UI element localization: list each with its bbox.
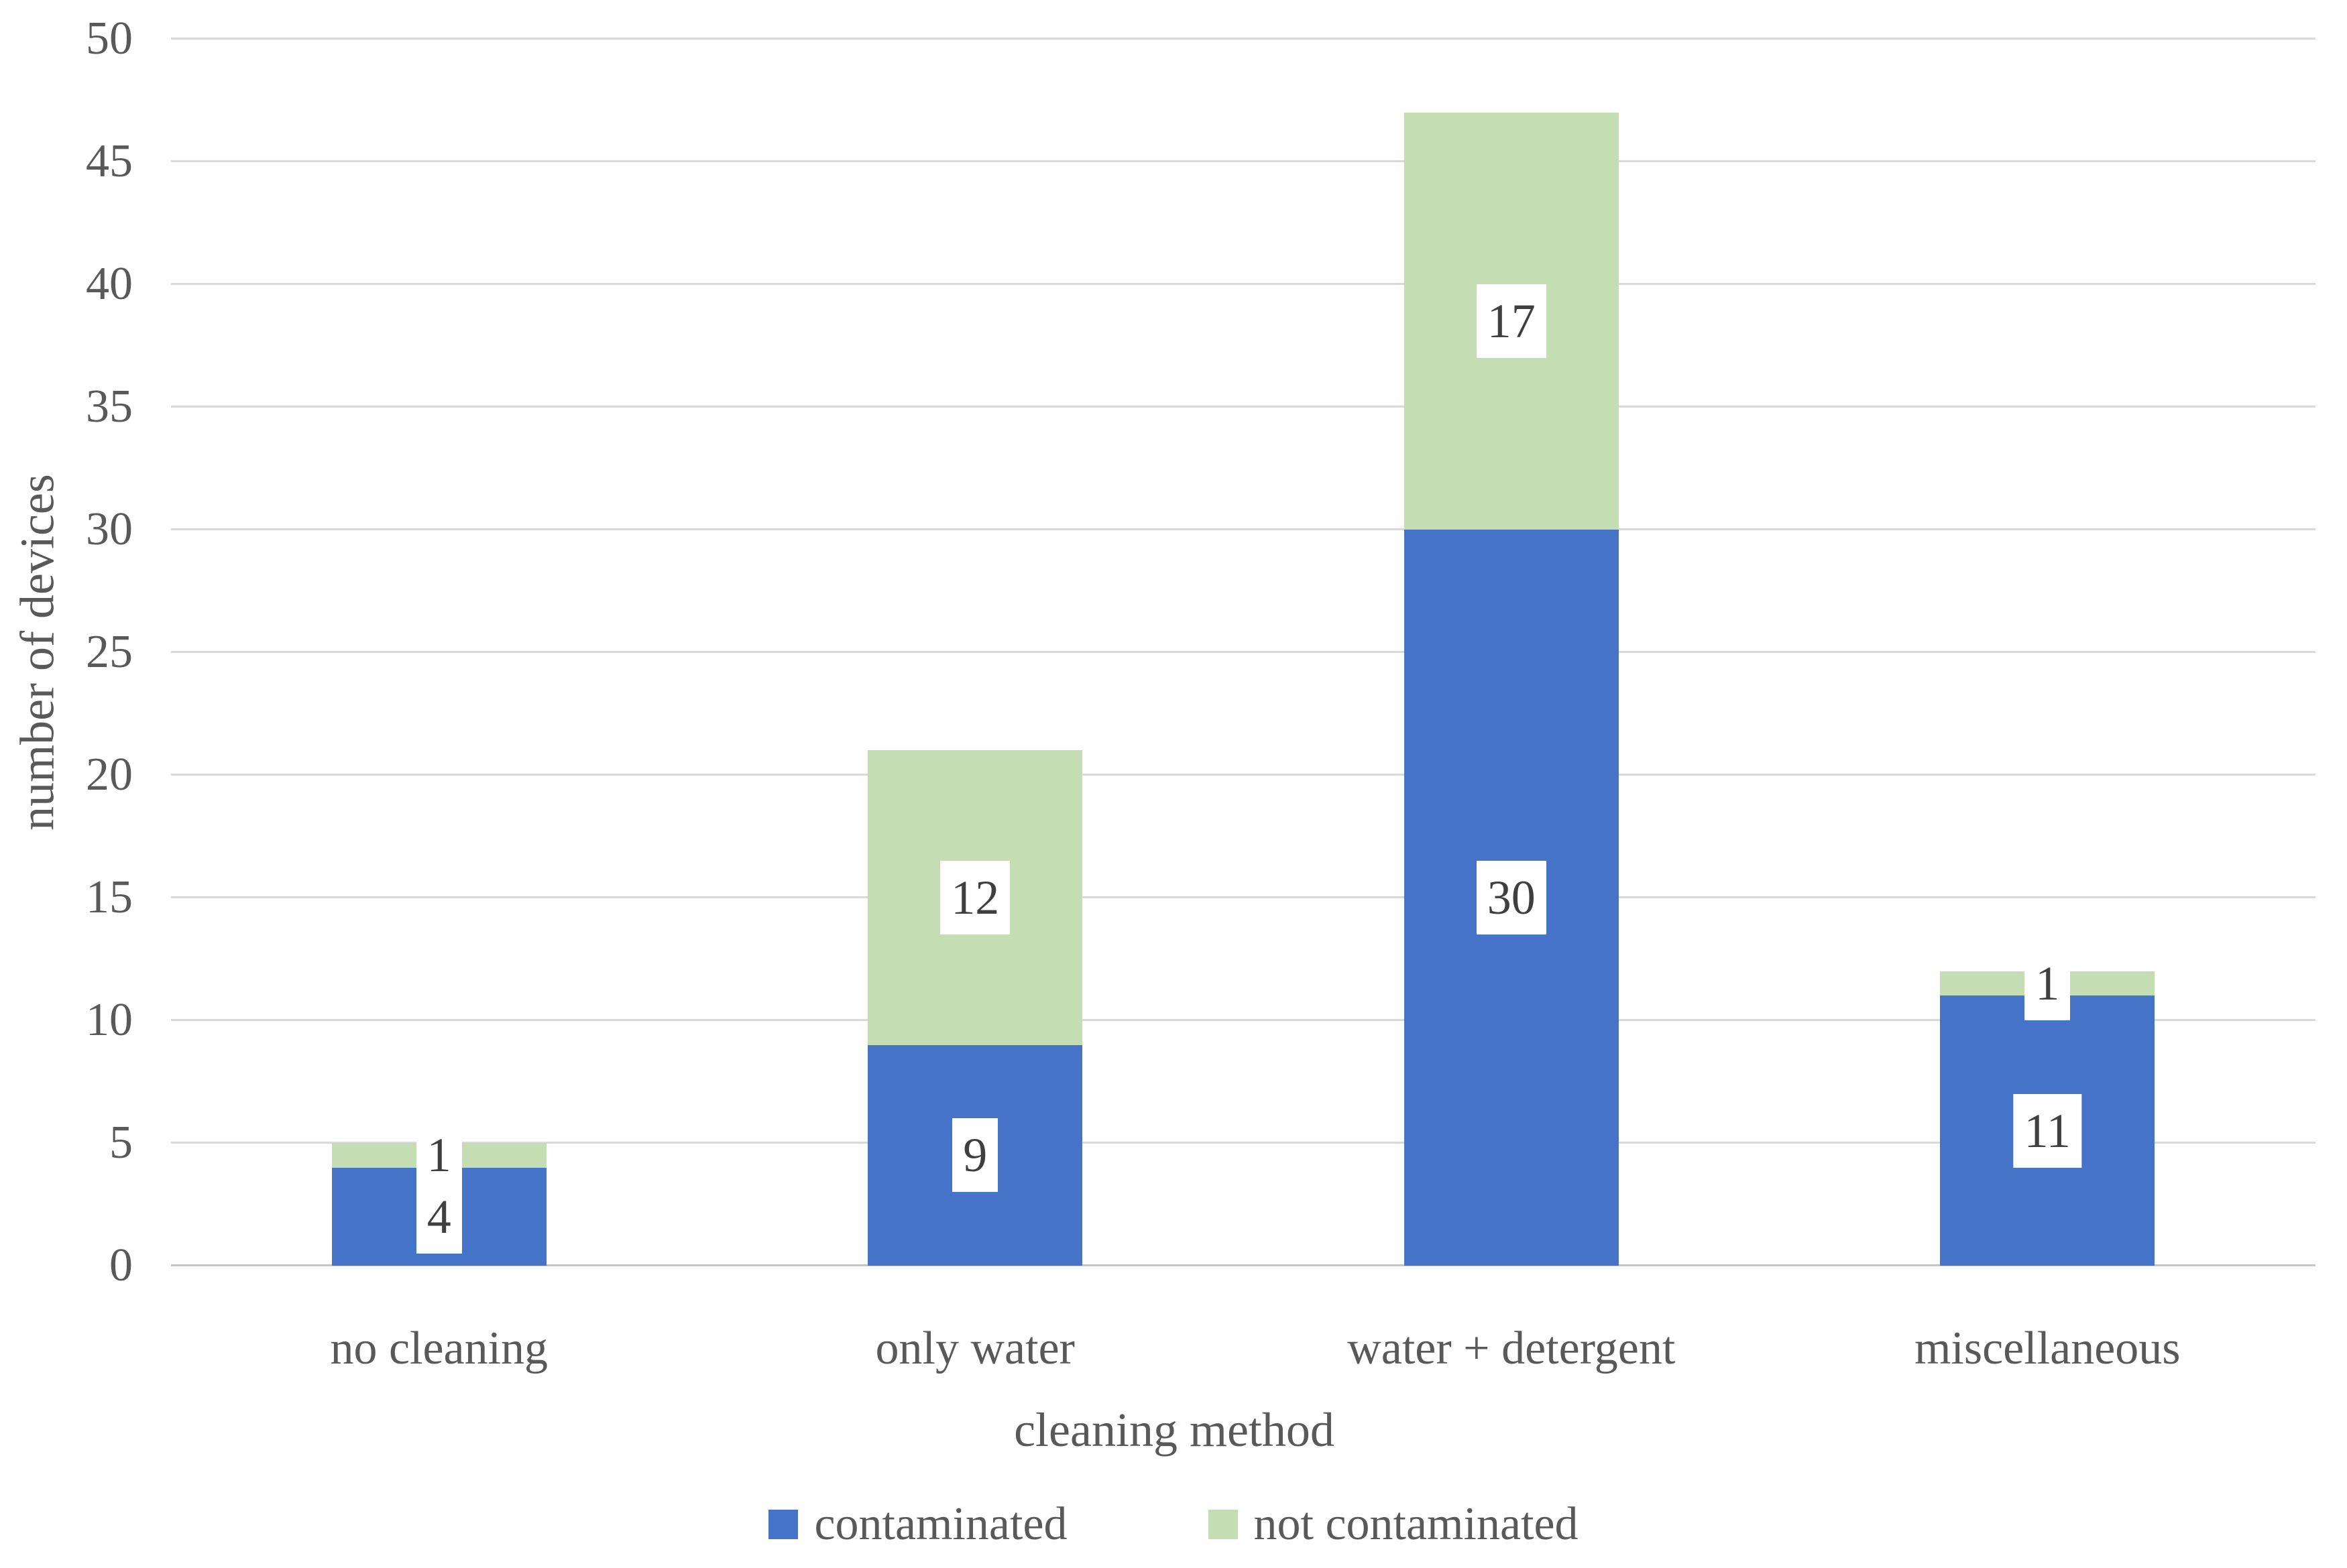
- data-label: 11: [2013, 1093, 2081, 1168]
- gridline: [171, 1019, 2315, 1021]
- y-tick-label: 35: [86, 381, 133, 432]
- y-tick-label: 30: [86, 503, 133, 555]
- y-tick-label: 0: [109, 1240, 133, 1291]
- y-axis-title: number of devices: [10, 474, 64, 831]
- y-tick-label: 45: [86, 135, 133, 187]
- legend-item-contaminated: contaminated: [768, 1498, 1068, 1550]
- legend-swatch-contaminated-icon: [768, 1510, 799, 1539]
- gridline: [171, 283, 2315, 285]
- gridline: [171, 406, 2315, 408]
- gridline: [171, 774, 2315, 776]
- data-label: 9: [952, 1118, 998, 1193]
- gridline: [171, 160, 2315, 162]
- data-label: 30: [1476, 861, 1546, 934]
- gridline: [171, 896, 2315, 898]
- y-tick-label: 20: [86, 749, 133, 800]
- data-label: 1: [2024, 947, 2071, 1021]
- y-tick-label: 50: [86, 13, 133, 64]
- x-tick-label: only water: [875, 1323, 1075, 1374]
- y-tick-label: 40: [86, 258, 133, 310]
- data-label: 1: [416, 1118, 462, 1193]
- y-tick-label: 25: [86, 626, 133, 678]
- legend-swatch-not-contaminated-icon: [1208, 1510, 1238, 1539]
- gridline: [171, 1142, 2315, 1144]
- x-axis-title: cleaning method: [1014, 1403, 1334, 1457]
- legend: contaminated not contaminated: [0, 1492, 2347, 1557]
- x-tick-label: no cleaning: [330, 1323, 549, 1374]
- gridline: [171, 38, 2315, 40]
- y-tick-label: 15: [86, 871, 133, 923]
- legend-item-not-contaminated: not contaminated: [1208, 1501, 1579, 1548]
- data-label: 12: [940, 861, 1011, 934]
- x-axis-line: [171, 1264, 2315, 1266]
- data-label: 17: [1476, 284, 1546, 358]
- legend-label-contaminated: contaminated: [814, 1498, 1068, 1550]
- gridline: [171, 528, 2315, 530]
- x-tick-label: water + detergent: [1347, 1323, 1676, 1374]
- x-tick-label: miscellaneous: [1914, 1323, 2181, 1374]
- y-tick-label: 5: [109, 1117, 133, 1168]
- y-tick-label: 10: [86, 994, 133, 1046]
- legend-label-not-contaminated: not contaminated: [1253, 1498, 1579, 1550]
- gridline: [171, 651, 2315, 653]
